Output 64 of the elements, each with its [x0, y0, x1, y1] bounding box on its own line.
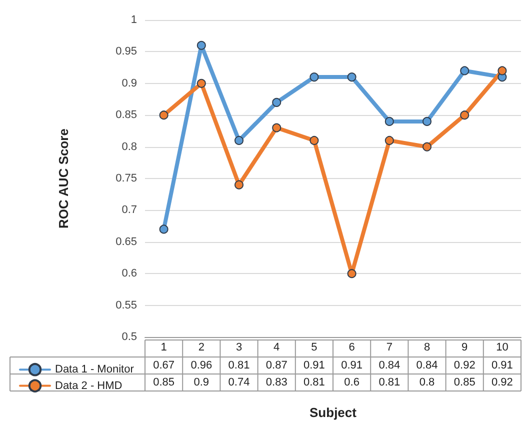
y-tick-label: 0.5: [122, 331, 137, 343]
data-label: 0.91: [491, 360, 513, 372]
point: [159, 224, 168, 234]
legend-label: Data 2 - HMD: [55, 380, 122, 392]
x-tick-label: 7: [386, 342, 392, 354]
data-label: 0.91: [341, 360, 363, 372]
point: [310, 136, 319, 145]
x-tick-label: 3: [236, 342, 242, 354]
x-tick-label: 8: [424, 342, 430, 354]
point: [460, 66, 470, 76]
point: [422, 116, 432, 126]
point: [498, 66, 507, 76]
y-axis-title: ROC AUC Score: [56, 128, 71, 228]
y-tick-label: 0.9: [122, 77, 137, 90]
legend-label: Data 1 - Monitor: [55, 364, 134, 376]
x-tick-label: 10: [496, 342, 508, 354]
y-tick-label: 0.65: [116, 236, 137, 248]
x-tick-label: 9: [462, 342, 468, 354]
point: [384, 136, 394, 145]
point: [347, 72, 356, 82]
data-label: 0.81: [228, 360, 250, 372]
x-axis-title: Subject: [310, 405, 358, 420]
x-tick-label: 2: [198, 342, 204, 354]
data-label: 0.92: [491, 376, 513, 388]
point: [234, 136, 244, 145]
data-label: 0.85: [454, 376, 476, 388]
y-tick-label: 0.75: [116, 172, 137, 184]
data-label: 0.85: [153, 376, 175, 388]
y-tick-label: 0.8: [122, 140, 137, 153]
point: [234, 180, 244, 190]
point: [460, 110, 470, 120]
point: [272, 98, 282, 107]
point: [196, 78, 206, 88]
y-tick-label: 1: [130, 14, 137, 26]
y-tick-label: 0.55: [116, 299, 137, 312]
data-label: 0.84: [416, 360, 438, 372]
data-label: 0.92: [454, 360, 476, 372]
point: [310, 72, 319, 82]
point: [272, 123, 282, 132]
data-label: 0.96: [190, 360, 212, 372]
data-label: 0.74: [228, 376, 250, 388]
y-tick-label: 0.6: [122, 268, 137, 280]
data-label: 0.8: [419, 376, 435, 388]
x-tick-label: 4: [274, 342, 280, 354]
data-label: 0.91: [303, 360, 325, 372]
data-label: 0.83: [266, 376, 288, 388]
data-label: 0.67: [153, 360, 175, 372]
x-tick-label: 5: [311, 342, 318, 354]
data-label: 0.6: [344, 376, 360, 388]
data-label: 0.9: [194, 376, 210, 388]
x-tick-label: 6: [348, 342, 355, 354]
data-label: 0.81: [303, 376, 325, 388]
y-tick-label: 0.7: [122, 204, 137, 216]
x-tick-label: 1: [160, 342, 167, 354]
data-label: 0.84: [378, 360, 400, 372]
data-label: 0.81: [378, 376, 400, 388]
point: [384, 116, 394, 126]
point: [196, 40, 206, 50]
y-tick-label: 0.85: [116, 109, 137, 122]
data-label: 0.87: [266, 360, 288, 372]
point: [422, 142, 432, 152]
y-tick-label: 0.95: [116, 46, 137, 58]
point: [159, 110, 168, 120]
point: [347, 269, 356, 278]
